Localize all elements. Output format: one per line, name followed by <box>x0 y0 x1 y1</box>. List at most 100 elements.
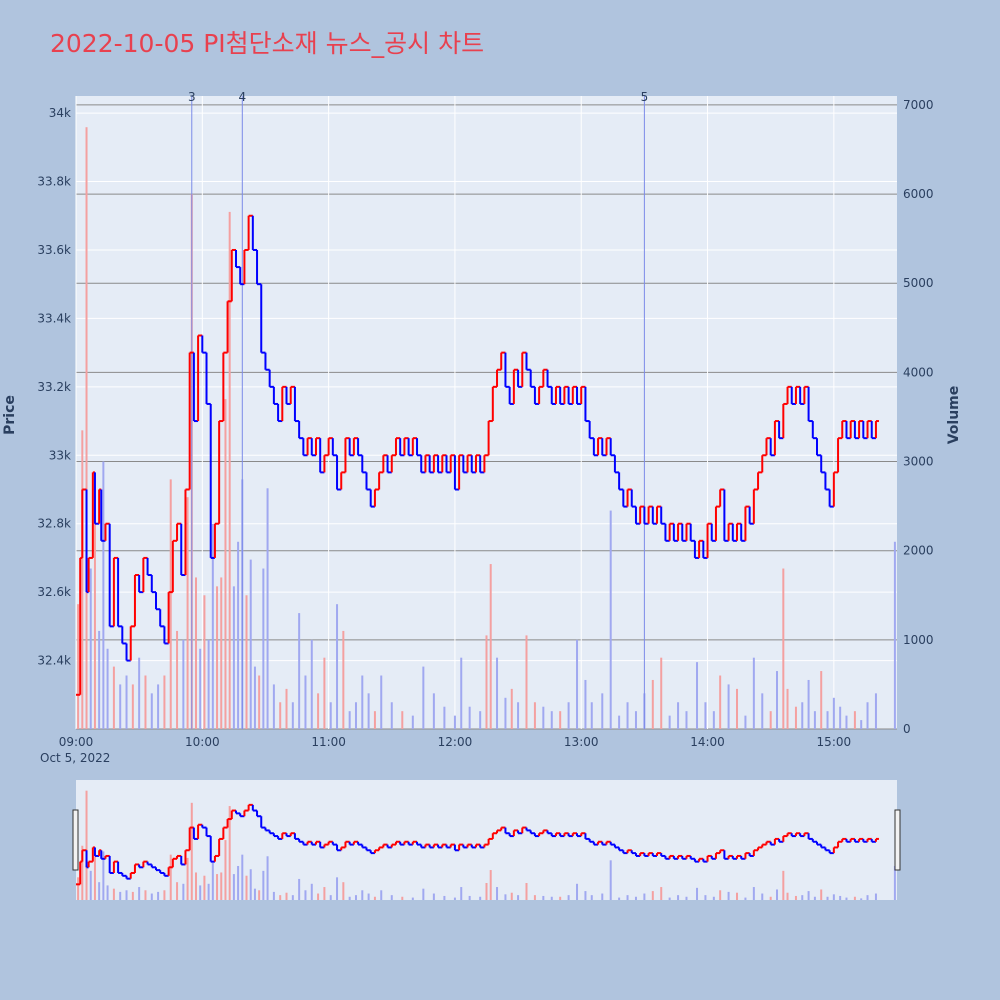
volume-bar <box>590 702 593 729</box>
range-slider[interactable] <box>76 780 897 900</box>
slider-volume-bar <box>85 790 88 900</box>
price-tick-label: 34k <box>49 106 71 120</box>
volume-tick-label: 2000 <box>903 544 934 558</box>
volume-bar <box>304 675 307 729</box>
volume-bar <box>542 706 545 729</box>
volume-bar <box>826 711 829 729</box>
slider-volume-bar <box>677 895 680 900</box>
volume-bar <box>329 702 332 729</box>
slider-volume-bar <box>150 893 153 900</box>
price-tick-label: 33.4k <box>37 311 71 325</box>
slider-volume-bar <box>354 895 357 900</box>
volume-bar <box>380 675 383 729</box>
volume-bar <box>525 635 528 729</box>
slider-volume-bar <box>744 897 747 900</box>
slider-volume-bar <box>489 870 492 900</box>
slider-volume-bar <box>98 882 101 900</box>
volume-bar <box>485 635 488 729</box>
volume-bar <box>317 693 320 729</box>
volume-bar <box>559 711 562 729</box>
volume-bar <box>839 706 842 729</box>
slider-volume-bar <box>609 860 612 900</box>
volume-bar <box>125 675 128 729</box>
volume-tick-label: 4000 <box>903 365 934 379</box>
volume-bar <box>93 488 96 729</box>
slider-volume-bar <box>813 896 816 900</box>
volume-tick-label: 1000 <box>903 633 934 647</box>
volume-bars <box>77 127 896 729</box>
time-axis-ticks: 09:00 10:00 11:00 12:00 13:00 14:00 15:00 <box>59 735 851 749</box>
slider-volume-bar <box>380 890 383 900</box>
slider-volume-bar <box>138 887 141 900</box>
slider-volume-bar <box>761 893 764 900</box>
volume-bar <box>634 711 637 729</box>
volume-bar <box>677 702 680 729</box>
slider-volume-bar <box>769 896 772 900</box>
chart-title: 2022-10-05 PI첨단소재 뉴스_공시 차트 <box>50 29 485 58</box>
price-tick-label: 33k <box>49 448 71 462</box>
volume-bar <box>517 702 520 729</box>
slider-volume-bar <box>304 890 307 900</box>
volume-bar <box>468 706 471 729</box>
slider-volume-bar <box>285 892 288 900</box>
slider-volume-bar <box>317 893 320 900</box>
slider-volume-bar <box>460 887 463 900</box>
volume-bar <box>361 675 364 729</box>
volume-bar <box>453 715 456 729</box>
time-tick-label: 13:00 <box>564 735 599 749</box>
slider-volume-bar <box>89 870 92 900</box>
slider-volume-bar <box>517 895 520 900</box>
time-tick-label: 11:00 <box>311 735 346 749</box>
volume-bar <box>618 715 621 729</box>
volume-tick-label: 5000 <box>903 276 934 290</box>
slider-volume-bar <box>432 893 435 900</box>
slider-volume-bar <box>163 890 166 900</box>
volume-bar <box>504 697 507 729</box>
slider-volume-bar <box>125 890 128 900</box>
volume-bar <box>310 639 313 729</box>
slider-volume-bar <box>298 878 301 900</box>
slider-volume-bar <box>336 877 339 900</box>
price-axis-label: Price <box>2 395 18 435</box>
main-plot-area <box>76 96 897 729</box>
volume-bar <box>373 711 376 729</box>
volume-bar <box>801 702 804 729</box>
slider-volume-bar <box>106 885 109 900</box>
volume-bar <box>866 702 869 729</box>
slider-volume-bar <box>801 895 804 900</box>
range-slider-right-handle[interactable] <box>894 809 901 871</box>
volume-bar <box>390 702 393 729</box>
volume-bar <box>626 702 629 729</box>
range-slider-left-handle[interactable] <box>72 809 79 871</box>
slider-volume-bar <box>786 892 789 900</box>
volume-bar <box>813 711 816 729</box>
volume-bar <box>609 510 612 729</box>
time-tick-label: 09:00 <box>59 735 94 749</box>
volume-bar <box>820 671 823 729</box>
slider-volume-bar <box>590 895 593 900</box>
volume-bar <box>81 430 84 729</box>
price-tick-label: 32.6k <box>37 585 71 599</box>
volume-bar <box>874 693 877 729</box>
slider-volume-bar <box>719 890 722 900</box>
slider-volume-bar <box>496 887 499 900</box>
slider-volume-bar <box>453 897 456 900</box>
volume-tick-label: 7000 <box>903 98 934 112</box>
volume-bar <box>323 657 326 729</box>
slider-volume-bar <box>237 865 240 900</box>
slider-volume-bar <box>696 887 699 900</box>
slider-volume-bar <box>216 874 219 900</box>
slider-volume-bar <box>853 896 856 900</box>
slider-volume-bar <box>249 869 252 900</box>
news-annotation-lines: 3 4 5 <box>188 90 648 729</box>
volume-bar <box>651 679 654 729</box>
slider-volume-bar <box>510 892 513 900</box>
volume-bar <box>144 675 147 729</box>
time-tick-label: 12:00 <box>438 735 473 749</box>
volume-bar <box>348 711 351 729</box>
news-marker-label: 4 <box>238 90 246 104</box>
volume-bar <box>576 639 579 729</box>
volume-bar <box>98 630 101 729</box>
slider-volume-bar <box>241 854 244 900</box>
price-tick-label: 33.8k <box>37 175 71 189</box>
